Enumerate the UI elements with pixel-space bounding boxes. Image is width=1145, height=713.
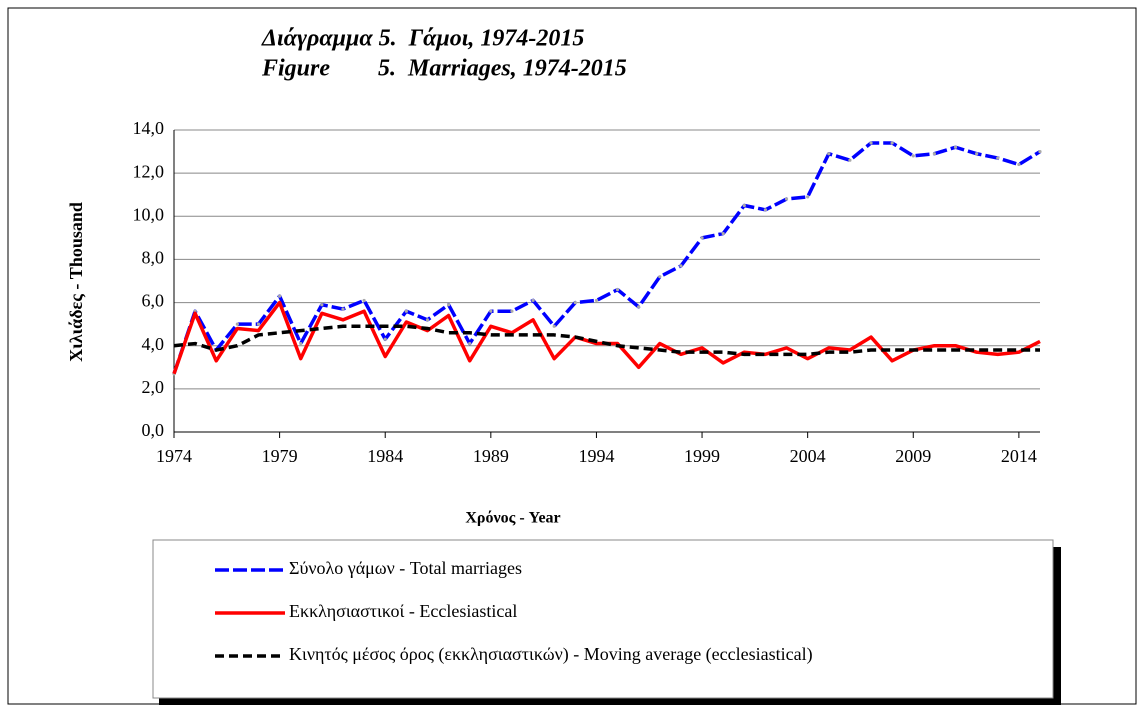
point-marker [721,231,725,236]
point-marker [552,324,556,328]
y-tick-label: 4,0 [142,334,165,354]
point-marker [975,152,979,156]
series-line [173,324,1040,357]
point-marker [341,307,345,311]
y-tick-label: 0,0 [142,420,165,440]
y-tick-label: 12,0 [133,161,165,181]
point-marker [256,322,261,326]
point-marker [806,195,810,199]
point-marker [468,341,472,346]
x-tick-label: 2009 [895,446,931,466]
point-marker [362,298,366,303]
x-tick-label: 1999 [684,446,720,466]
point-marker [1017,162,1021,167]
point-marker [531,298,535,303]
point-marker [784,197,789,201]
point-marker [446,303,451,307]
point-marker [510,309,514,313]
point-marker [573,300,577,305]
x-tick-label: 1994 [578,446,614,466]
point-marker [763,208,768,212]
point-marker [742,203,746,208]
legend-label: Σύνολο γάμων - Total marriages [289,558,522,578]
point-marker [278,294,282,298]
x-tick-label: 2014 [1001,446,1037,466]
x-tick-label: 2004 [790,446,826,466]
point-marker [932,152,936,156]
point-marker [848,158,852,162]
point-marker [594,298,599,303]
x-tick-label: 1984 [367,446,403,466]
y-tick-label: 10,0 [133,204,165,224]
y-tick-label: 6,0 [142,291,165,311]
point-marker [953,145,958,149]
y-tick-label: 14,0 [133,118,165,138]
point-marker [637,305,641,309]
point-marker [320,303,324,307]
point-marker [299,341,303,346]
y-axis-label: Χιλιάδες - Thousand [66,202,86,362]
point-marker [679,264,683,268]
point-marker [235,322,239,326]
chart-subtitle: Figure 5. Marriages, 1974-2015 [261,56,627,82]
legend-label: Εκκλησιαστικοί - Ecclesiastical [289,601,517,621]
chart-title: Διάγραμμα 5. Γάμοι, 1974-2015 [261,26,584,52]
point-marker [911,154,915,158]
point-marker [869,141,873,145]
x-tick-label: 1974 [156,446,192,466]
legend [152,539,1054,699]
point-marker [996,156,1000,160]
point-marker [404,309,408,313]
point-marker [827,152,831,156]
point-marker [1038,149,1042,154]
x-tick-label: 1979 [262,446,298,466]
point-marker [383,337,387,341]
y-tick-label: 2,0 [142,377,165,397]
point-marker [425,318,430,322]
series-line [172,141,1041,375]
point-marker [615,288,620,292]
x-tick-label: 1989 [473,446,509,466]
point-marker [890,141,894,145]
point-marker [489,309,493,313]
y-tick-label: 8,0 [142,248,165,268]
point-marker [700,236,704,240]
legend-label: Κινητός μέσος όρος (εκκλησιαστικών) - Mo… [289,644,813,665]
point-marker [658,275,662,279]
x-axis-label: Χρόνος - Year [465,510,560,527]
